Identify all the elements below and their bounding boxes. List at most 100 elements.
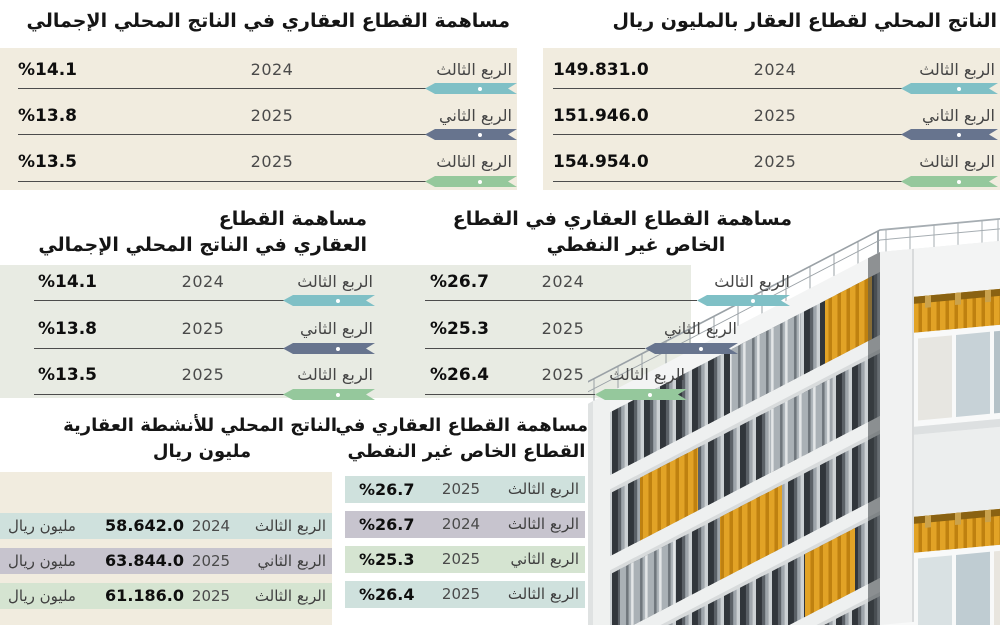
top-left-panel-bg	[0, 48, 517, 190]
value-label: 63.844.0	[105, 551, 184, 570]
quarter-label: الربع الثاني	[663, 319, 737, 338]
ribbon-q3-2025	[425, 176, 517, 187]
ribbon-q2-2025	[645, 343, 738, 354]
panel-gdp-activities-title-line1: الناتج المحلي للأنشطة العقارية	[63, 415, 337, 436]
quarter-label: الربع الثالث	[297, 365, 373, 384]
value-label: %14.1	[18, 60, 77, 80]
top-right-panel-bg	[543, 48, 1000, 190]
unit-label: مليون ريال	[8, 587, 76, 605]
row-rule	[425, 300, 697, 302]
year-label: 2025	[250, 152, 294, 171]
year-label: 2025	[753, 106, 797, 125]
value-label: 151.946.0	[553, 106, 649, 126]
value-label: 154.954.0	[553, 152, 649, 172]
year-label: 2025	[181, 319, 225, 338]
panel-nonoil-bottom-title-line2: القطاع الخاص غير النفطي	[347, 441, 586, 462]
panel-nonoil-mid-title-line2: الخاص غير النفطي	[546, 234, 726, 256]
quarter-label: الربع الثالث	[507, 515, 579, 533]
value-label: %14.1	[38, 272, 97, 292]
activities-row-q3-2025: الربع الثالث 2025 61.186.0 مليون ريال	[0, 583, 332, 609]
panel-gdp-activities-title-line2: مليون ريال	[152, 441, 252, 462]
year-label: 2025	[441, 550, 481, 568]
quarter-label: الربع الثالث	[254, 517, 326, 535]
year-label: 2024	[441, 515, 481, 533]
quarter-label: الربع الثالث	[507, 480, 579, 498]
quarter-label: الربع الثالث	[436, 60, 512, 79]
value-label: %25.3	[359, 550, 415, 569]
value-label: 61.186.0	[105, 586, 184, 605]
activities-row-q3-2024: الربع الثالث 2024 58.642.0 مليون ريال	[0, 513, 332, 539]
year-label: 2024	[753, 60, 797, 79]
year-label: 2024	[181, 272, 225, 291]
year-label: 2025	[541, 319, 585, 338]
row-rule	[553, 134, 902, 136]
unit-label: مليون ريال	[8, 517, 76, 535]
building-illustration	[588, 217, 1000, 625]
quarter-label: الربع الثاني	[438, 106, 512, 125]
value-label: %26.7	[359, 480, 415, 499]
ribbon-q2-2025	[901, 129, 998, 140]
quarter-label: الربع الثالث	[297, 272, 373, 291]
quarter-label: الربع الثالث	[919, 60, 995, 79]
building-photo	[580, 205, 1000, 625]
year-label: 2024	[541, 272, 585, 291]
quarter-label: الربع الثالث	[507, 585, 579, 603]
panel-gdp-real-estate-title: الناتج المحلي لقطاع العقار بالمليون ريال	[612, 10, 997, 32]
ribbon-q2-2025	[425, 129, 517, 140]
value-label: %13.8	[18, 106, 77, 126]
panel-nonoil-mid-title-line1: مساهمة القطاع العقاري في القطاع	[452, 208, 792, 230]
quarter-label: الربع الثاني	[257, 552, 326, 570]
quarter-label: الربع الثاني	[299, 319, 373, 338]
ribbon-q3-2025	[901, 176, 998, 187]
year-label: 2024	[250, 60, 294, 79]
row-rule	[425, 348, 645, 350]
ribbon-q2-2025	[283, 343, 375, 354]
quarter-label: الربع الثالث	[919, 152, 995, 171]
value-label: %26.4	[430, 365, 489, 385]
year-label: 2025	[441, 585, 481, 603]
unit-label: مليون ريال	[8, 552, 76, 570]
row-rule	[18, 181, 426, 183]
value-label: %26.7	[430, 272, 489, 292]
ribbon-q3-2024	[697, 295, 790, 306]
ribbon-q3-2024	[283, 295, 375, 306]
nonoil-row-q3-2025: الربع الثالث 2025 %26.7	[345, 476, 585, 503]
value-label: %26.7	[359, 515, 415, 534]
value-label: %25.3	[430, 319, 489, 339]
year-label: 2025	[541, 365, 585, 384]
year-label: 2025	[250, 106, 294, 125]
quarter-label: الربع الثالث	[436, 152, 512, 171]
panel-contribution-gdp-mid-title-line1: مساهمة القطاع	[218, 208, 367, 230]
year-label: 2025	[191, 552, 231, 570]
panel-contribution-gdp-mid-title-line2: العقاري في الناتج المحلي الإجمالي	[38, 234, 367, 256]
row-rule	[34, 394, 284, 396]
quarter-label: الربع الثالث	[609, 365, 685, 384]
year-label: 2025	[191, 587, 231, 605]
row-rule	[553, 181, 902, 183]
quarter-label: الربع الثالث	[714, 272, 790, 291]
panel-nonoil-bottom-title-line1: مساهمة القطاع العقاري في	[335, 415, 588, 436]
ribbon-q3-2024	[901, 83, 998, 94]
year-label: 2025	[181, 365, 225, 384]
row-rule	[18, 88, 426, 90]
row-rule	[34, 300, 284, 302]
quarter-label: الربع الثالث	[254, 587, 326, 605]
year-label: 2025	[753, 152, 797, 171]
quarter-label: الربع الثاني	[921, 106, 995, 125]
panel-contribution-gdp-top-title: مساهمة القطاع العقاري في الناتج المحلي ا…	[26, 10, 511, 32]
value-label: 58.642.0	[105, 516, 184, 535]
value-label: %13.8	[38, 319, 97, 339]
value-label: %13.5	[38, 365, 97, 385]
row-rule	[18, 134, 426, 136]
quarter-label: الربع الثاني	[510, 550, 579, 568]
nonoil-row-q3-2024: الربع الثالث 2024 %26.7	[345, 511, 585, 538]
activities-row-q2-2025: الربع الثاني 2025 63.844.0 مليون ريال	[0, 548, 332, 574]
ribbon-q3-2025	[595, 389, 687, 400]
nonoil-row-q3-2025b: الربع الثالث 2025 %26.4	[345, 581, 585, 608]
row-rule	[425, 394, 595, 396]
middle-band-bg	[0, 265, 691, 398]
ribbon-q3-2025	[283, 389, 375, 400]
row-rule	[553, 88, 902, 90]
value-label: 149.831.0	[553, 60, 649, 80]
